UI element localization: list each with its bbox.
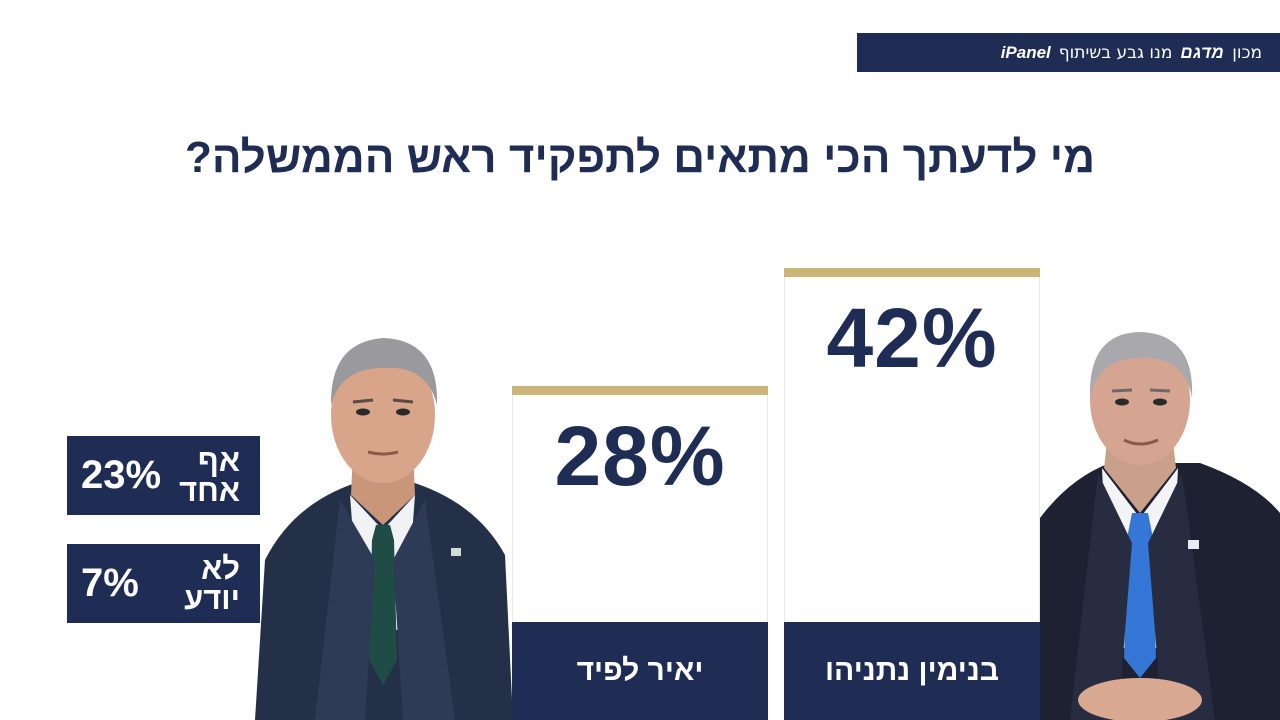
category-label-yair-lapid: יאיר לפיד	[512, 622, 768, 720]
dont-know-result-box: 7% לא יודע	[67, 544, 260, 623]
chart-title: מי לדעתך הכי מתאים לתפקיד ראש הממשלה?	[184, 133, 1096, 182]
none-value: 23%	[81, 453, 162, 497]
ipanel-logo: iPanel	[1000, 42, 1051, 62]
portrait-yair-lapid	[255, 338, 513, 720]
bar-value-label: 42%	[826, 291, 998, 385]
source-label: מכון	[1232, 42, 1262, 63]
none-label: אף אחד	[179, 443, 240, 508]
none-result-box: 23% אף אחד	[67, 436, 260, 515]
bar-top-accent	[512, 386, 768, 395]
madad-logo: מדגם	[1180, 42, 1225, 62]
source-banner: מכון מדגם מנו גבע בשיתוף iPanel	[857, 33, 1280, 72]
bar-top-accent	[784, 268, 1040, 277]
portrait-benjamin-netanyahu	[1040, 332, 1280, 720]
bar-yair-lapid: 28%	[512, 386, 768, 622]
none-label-line1: אף	[197, 443, 240, 479]
dont-know-label-line2: יודע	[184, 580, 240, 616]
none-label-line2: אחד	[179, 472, 240, 508]
dont-know-value: 7%	[81, 561, 139, 605]
category-label-benjamin-netanyahu: בנימין נתניהו	[784, 622, 1040, 720]
dont-know-label: לא יודע	[184, 551, 240, 616]
dont-know-label-line1: לא	[201, 551, 240, 587]
bar-benjamin-netanyahu: 42%	[784, 268, 1040, 622]
bar-value-label: 28%	[554, 409, 726, 503]
source-with-label: מנו גבע בשיתוף	[1058, 42, 1173, 63]
